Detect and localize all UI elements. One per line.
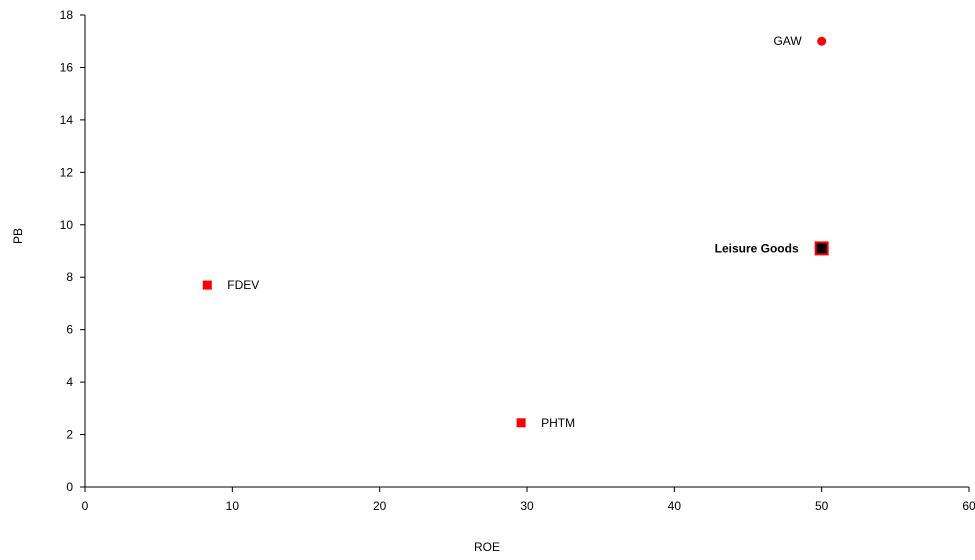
data-point-leisure-goods xyxy=(814,241,829,256)
x-axis-title: ROE xyxy=(474,540,500,554)
y-tick-label: 12 xyxy=(60,165,74,179)
axes xyxy=(84,15,969,488)
x-tick-label: 60 xyxy=(962,499,975,513)
x-tick-label: 20 xyxy=(373,499,387,513)
x-tick-label: 40 xyxy=(668,499,682,513)
y-tick-label: 14 xyxy=(60,113,74,127)
data-point-fdev xyxy=(202,280,212,290)
x-tick-label: 30 xyxy=(520,499,534,513)
data-point-phtm xyxy=(516,418,526,428)
x-tick-label: 0 xyxy=(82,499,89,513)
y-ticks: 0 2 4 6 8 10 12 14 16 18 xyxy=(60,8,85,494)
y-tick-label: 16 xyxy=(60,60,74,74)
y-tick-label: 4 xyxy=(66,375,73,389)
x-ticks: 0 10 20 30 40 50 60 xyxy=(82,487,975,513)
y-tick-label: 6 xyxy=(66,323,73,337)
point-label-phtm: PHTM xyxy=(541,416,575,430)
point-label-leisure-goods: Leisure Goods xyxy=(715,241,799,255)
y-tick-label: 2 xyxy=(66,428,73,442)
y-tick-label: 0 xyxy=(66,480,73,494)
point-label-fdev: FDEV xyxy=(227,278,259,292)
point-label-gaw: GAW xyxy=(773,34,802,48)
x-tick-label: 10 xyxy=(226,499,240,513)
data-point-gaw xyxy=(817,36,827,46)
y-tick-label: 10 xyxy=(60,218,74,232)
y-axis-title: PB xyxy=(11,228,25,244)
x-tick-label: 50 xyxy=(815,499,829,513)
y-tick-label: 18 xyxy=(60,8,74,22)
data-points: GAW Leisure Goods FDEV PHTM xyxy=(202,34,829,430)
y-tick-label: 8 xyxy=(66,270,73,284)
